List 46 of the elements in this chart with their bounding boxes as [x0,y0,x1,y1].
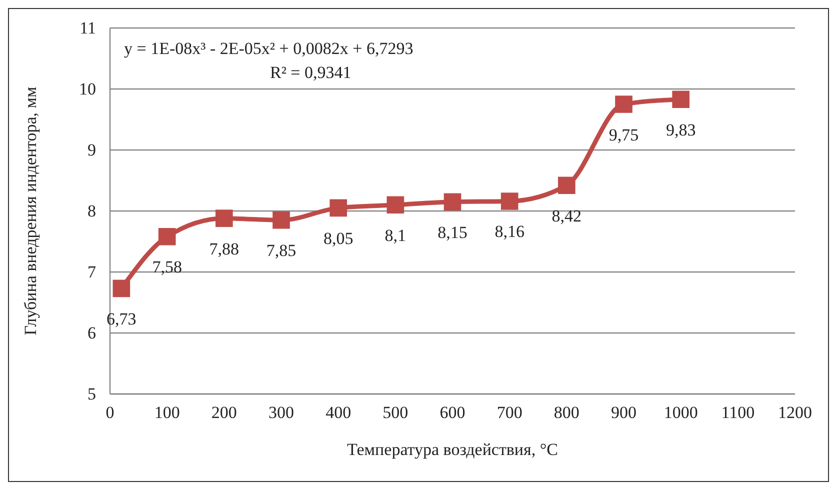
x-tick-label: 0 [106,403,114,422]
data-label: 7,88 [209,239,240,258]
y-axis-title: Глубина внедрения индентора, мм [21,86,40,336]
x-tick-label: 500 [382,403,408,422]
x-tick-label: 600 [440,403,466,422]
point [386,196,404,214]
x-tick-label: 700 [496,403,522,422]
point [216,210,233,227]
x-tick-label: 300 [268,403,294,422]
point [444,193,462,211]
y-tick-label: 9 [88,140,96,160]
data-label: 6,73 [106,309,136,328]
data-label: 8,1 [384,226,406,245]
point [672,90,690,108]
x-tick-label: 100 [154,403,180,422]
data-label: 7,58 [152,258,182,277]
x-tick-label: 1000 [664,403,698,422]
annotation: y = 1E-08x³ - 2E-05x² + 0,0082x + 6,7293 [124,39,414,58]
y-tick-label: 5 [88,384,96,404]
x-tick-label: 900 [611,403,636,422]
point [558,176,576,194]
point [158,228,176,246]
y-tick-label: 6 [88,323,96,342]
data-label: 8,15 [438,222,468,242]
annotation: R² = 0,9341 [270,63,352,82]
x-tick-label: 1200 [778,403,812,422]
x-tick-label: 200 [211,403,237,422]
data-label: 7,85 [266,241,296,260]
data-label: 8,42 [552,206,582,226]
point [272,211,290,229]
data-label: 8,16 [494,222,524,242]
point [330,199,347,217]
y-tick-label: 7 [88,262,96,282]
y-tick-label: 10 [79,79,96,98]
y-tick-label: 8 [88,201,96,220]
point [500,192,518,210]
y-tick-label: 11 [80,18,96,38]
data-label: 9,83 [666,120,696,140]
point [615,96,632,113]
data-label: 8,05 [323,228,354,248]
data-label: 9,75 [608,125,639,144]
x-axis-title: Температура воздействия, °C [347,440,558,459]
x-tick-label: 800 [554,403,580,422]
x-tick-label: 400 [326,403,352,422]
point [112,280,130,298]
x-tick-label: 1100 [721,403,755,422]
